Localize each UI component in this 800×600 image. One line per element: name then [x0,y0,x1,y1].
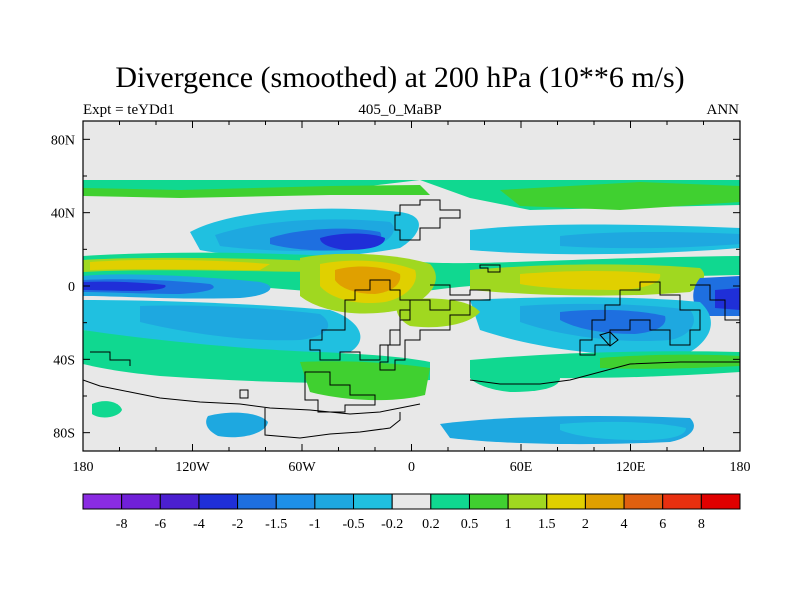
coastline-segment [690,284,740,321]
colorbar-swatch [700,493,741,510]
field-band [396,298,480,328]
x-axis-label: 0 [408,460,415,475]
experiment-label: Expt = teYDd1 [83,102,175,118]
coastline-segment [304,371,376,413]
y-axis-labels: 80N 40N 0 40S 80S [51,133,75,441]
field-band [206,412,268,438]
field-band [140,305,329,341]
colorbar-swatch [314,493,355,510]
y-axis-label: 0 [68,280,75,295]
colorbar-label: -1 [309,517,321,532]
coastline-segment [430,284,491,301]
x-axis-label: 60E [510,460,533,475]
coastline-segment [394,199,461,241]
field-band [500,182,740,210]
colorbar-label: -0.2 [381,517,403,532]
colorbar-swatch [662,493,702,510]
y-axis-label: 80N [51,133,75,148]
case-label: 405_0_MaBP [358,102,442,118]
colorbar-label: -1.5 [265,517,287,532]
x-axis-label: 180 [73,460,94,475]
coastline-segment [579,281,701,356]
coastline-segment [239,389,249,399]
field-band [715,288,740,310]
colorbar-swatch [82,493,123,510]
season-label: ANN [706,102,740,118]
colorbar-swatch [237,493,277,510]
colorbar-swatch [430,493,470,510]
colorbar-label: 4 [621,517,628,532]
field-band [300,361,430,401]
coastline-segment [469,361,740,385]
field-band [320,233,385,250]
plot-title: Divergence (smoothed) at 200 hPa (10**6 … [115,61,685,94]
colorbar-label: 1.5 [538,517,556,532]
colorbar-label: 6 [659,517,666,532]
field-band [90,259,270,270]
field-band [83,185,430,198]
colorbar-label: 0.5 [461,517,479,532]
colorbar-swatch [159,493,200,510]
field-band [470,371,560,392]
colorbar-swatch [198,493,239,510]
x-axis-label: 60W [288,460,316,475]
colorbar-swatch [121,493,161,510]
colorbar-swatch [546,493,586,510]
field-band [92,401,122,418]
colorbar-swatch [468,493,509,510]
coastline-segment [599,331,619,347]
coastline-segment [379,299,471,371]
colorbar-label: 8 [698,517,705,532]
field-band [560,309,666,334]
y-axis-label: 40S [53,353,75,368]
coastline-segment [90,351,131,366]
colorbar-label: -4 [193,517,205,532]
colorbar-swatch [623,493,664,510]
colorbar-label: -2 [232,517,244,532]
colorbar-label: 2 [582,517,589,532]
divergence-field [83,180,740,445]
y-axis-label: 80S [53,427,75,442]
x-axis-labels: 180 120W 60W 0 60E 120E 180 [73,460,751,475]
field-band [560,232,740,249]
colorbar-swatch [353,493,393,510]
x-axis-label: 180 [730,460,751,475]
colorbar-labels: -8 -6 -4 -2 -1.5 -1 -0.5 -0.2 0.2 0.5 1 1.5 2 4 6 8 [116,517,705,532]
field-band [83,281,166,291]
field-band [600,354,740,369]
x-axis-label: 120E [616,460,646,475]
axis-ticks [82,121,741,451]
field-band [335,266,401,294]
colorbar-swatch [391,493,432,510]
colorbar [82,493,741,510]
colorbar-label: 0.2 [422,517,440,532]
field-band [560,421,686,440]
colorbar-label: -0.5 [342,517,364,532]
coastline-segment [264,408,401,439]
coastlines [83,199,740,439]
colorbar-swatch [507,493,548,510]
colorbar-label: -8 [116,517,128,532]
colorbar-swatch [275,493,316,510]
field-band [520,271,661,290]
coastline-segment [309,279,411,361]
colorbar-label: -6 [154,517,166,532]
coastline-segment [83,379,421,415]
y-axis-label: 40N [51,207,75,222]
colorbar-swatch [584,493,625,510]
x-axis-label: 120W [175,460,210,475]
colorbar-label: 1 [505,517,512,532]
coastline-segment [479,264,501,273]
